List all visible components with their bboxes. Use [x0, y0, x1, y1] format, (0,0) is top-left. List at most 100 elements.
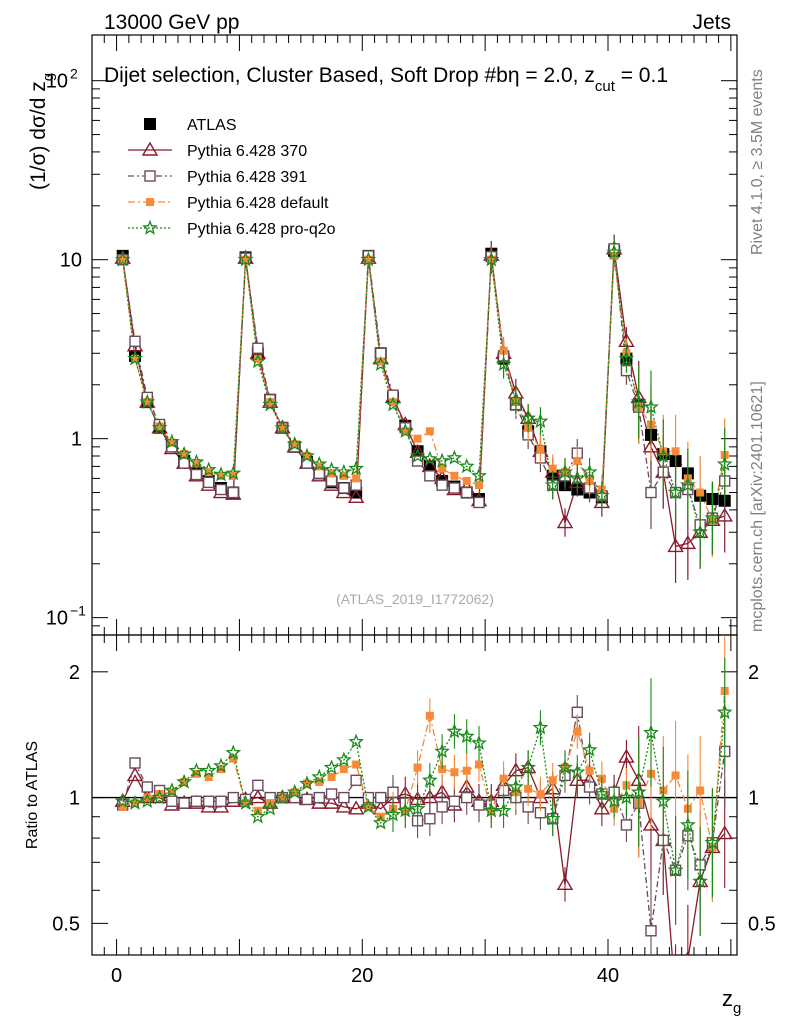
main-ylabel-text: (1/σ) dσ/d z	[27, 81, 50, 190]
data-point-star	[667, 484, 684, 500]
data-point-square	[339, 765, 348, 774]
data-point-square	[450, 768, 459, 777]
data-point-triangle	[679, 534, 697, 550]
data-point-triangle	[618, 748, 635, 763]
side-label-rivet: Rivet 4.1.0, ≥ 3.5M events	[749, 69, 766, 255]
data-point-open-square	[203, 795, 215, 807]
data-point-star	[262, 396, 278, 412]
ratio-ylabel: Ratio to ATLAS	[24, 741, 41, 849]
watermark: (ATLAS_2019_I1772062)	[336, 591, 494, 607]
data-point-star	[385, 806, 401, 822]
data-point-triangle	[249, 789, 267, 804]
data-point-square	[671, 447, 680, 456]
data-point-square	[204, 773, 213, 782]
data-point-square	[462, 477, 471, 486]
legend-label-pq2o: Pythia 6.428 pro-q2o	[187, 221, 336, 238]
data-point-square	[315, 777, 324, 786]
data-point-square	[425, 711, 434, 720]
data-point-square	[401, 427, 410, 436]
data-point-square	[352, 760, 361, 769]
data-point-star	[618, 350, 635, 366]
data-point-open-square	[645, 925, 657, 937]
data-point-star	[716, 704, 733, 720]
data-point-star	[200, 762, 217, 778]
data-point-star	[360, 798, 377, 814]
data-point-open-square	[227, 486, 239, 499]
data-point-square	[327, 773, 336, 782]
data-point-star	[483, 802, 500, 818]
xlabel: zg	[722, 986, 741, 1017]
data-point-square	[118, 802, 127, 811]
data-point-square	[536, 790, 545, 799]
data-point-star	[127, 794, 143, 810]
data-point-star	[594, 785, 610, 801]
data-point-open-square	[313, 791, 325, 804]
data-point-star	[655, 793, 672, 808]
xtick-label: 40	[597, 965, 619, 987]
data-point-square	[364, 255, 373, 264]
data-point-star	[544, 810, 561, 826]
data-point-star	[495, 802, 512, 818]
ratio-ytick-label-right: 1	[748, 788, 759, 810]
data-point-star	[557, 463, 573, 479]
data-point-square	[475, 481, 483, 490]
data-point-square	[266, 398, 275, 407]
data-point-square	[217, 471, 225, 480]
data-point-star	[581, 463, 598, 479]
main-ylabel: (1/σ) dσ/d zg	[27, 73, 57, 190]
data-point-star	[692, 524, 709, 539]
data-point-open-square	[436, 479, 448, 491]
data-point-open-square	[473, 799, 485, 811]
xtick-label: 20	[351, 965, 373, 987]
data-point-open-square	[203, 476, 215, 489]
data-point-star	[188, 762, 205, 778]
data-point-star	[581, 741, 598, 757]
data-point-star	[250, 808, 266, 824]
data-point-star	[176, 445, 192, 461]
data-point-open-square	[129, 335, 141, 347]
chart-title-suffix: η = 2.0, z	[508, 64, 595, 87]
data-point-open-square	[338, 791, 350, 804]
data-point-star	[458, 728, 475, 744]
data-point-square	[696, 786, 705, 795]
data-point-star	[532, 719, 549, 735]
main-ytick-label: 10	[46, 71, 68, 93]
data-point-star	[471, 467, 487, 483]
data-point-star	[643, 724, 659, 740]
side-label-mcplots: mcplots.cern.ch [arXiv:2401.10621]	[749, 381, 766, 632]
data-point-square	[241, 255, 250, 264]
data-point-star	[335, 751, 352, 767]
data-point-square	[352, 474, 361, 483]
data-point-star	[507, 778, 524, 794]
data-point-square	[241, 799, 250, 808]
data-point-star	[311, 455, 328, 471]
data-point-star	[630, 783, 647, 799]
data-point-star	[151, 789, 168, 805]
data-point-open-square	[424, 813, 436, 825]
main-ytick-label: 10	[60, 250, 82, 272]
main-ytick-label-sup: 2	[70, 66, 78, 82]
data-point-square	[413, 763, 422, 772]
legend-label-pdefault: Pythia 6.428 default	[187, 195, 329, 212]
data-point-square	[438, 464, 447, 473]
data-point-star	[704, 509, 721, 525]
data-point-star	[335, 463, 352, 479]
data-point-star	[213, 757, 229, 773]
data-point-open-square	[178, 457, 190, 469]
data-point-open-square	[190, 795, 203, 807]
data-point-triangle	[669, 992, 683, 1004]
data-point-star	[139, 793, 156, 808]
data-point-star	[495, 356, 512, 372]
data-point-square	[303, 452, 311, 461]
data-point-star	[679, 476, 696, 492]
data-point-square	[389, 398, 397, 407]
data-point-square	[425, 427, 434, 436]
data-point-square	[180, 450, 189, 459]
data-point-square	[462, 766, 471, 775]
data-point-square	[155, 790, 164, 799]
data-point-star	[434, 452, 451, 468]
data-point-open-square	[166, 795, 178, 807]
data-point-square	[450, 471, 459, 480]
data-point-star	[409, 800, 426, 816]
data-point-triangle	[556, 514, 574, 529]
